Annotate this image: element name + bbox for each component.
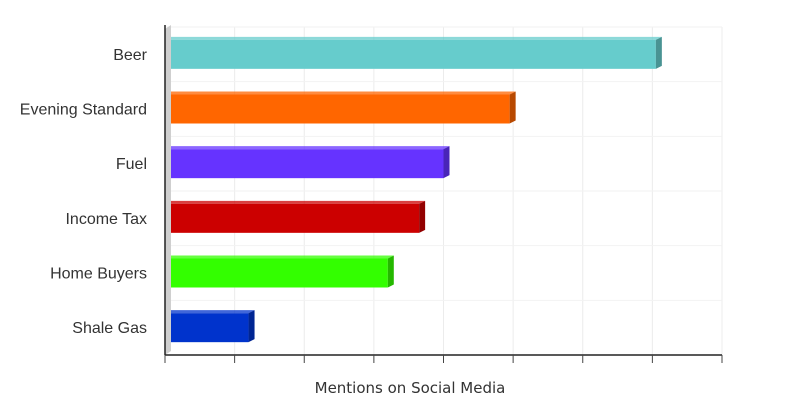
bar <box>165 255 394 288</box>
bar-top <box>165 255 394 259</box>
category-label: Beer <box>113 47 147 64</box>
bar-front <box>165 149 444 179</box>
axes <box>164 25 723 363</box>
category-label: Fuel <box>116 156 147 173</box>
bar <box>165 200 426 233</box>
category-labels: Beer Evening Standard Fuel Income Tax Home B… <box>20 47 148 337</box>
bar <box>165 36 662 69</box>
bar <box>165 310 255 343</box>
bar-front <box>165 313 249 343</box>
axis-wall <box>165 25 171 355</box>
bar-side <box>248 310 255 343</box>
category-label: Income Tax <box>65 211 147 228</box>
bar-front <box>165 94 510 124</box>
bar-front <box>165 39 656 69</box>
bar-top <box>165 200 426 204</box>
bar-top <box>165 146 450 150</box>
bar <box>165 146 450 179</box>
bar-side <box>419 200 426 233</box>
category-label: Shale Gas <box>72 320 147 337</box>
category-label: Home Buyers <box>50 266 147 283</box>
bar-front <box>165 258 388 288</box>
bar-side <box>509 91 516 124</box>
bar-top <box>165 91 516 95</box>
bars <box>165 36 662 343</box>
bar-side <box>443 146 450 179</box>
bar-side <box>387 255 394 288</box>
bar-top <box>165 36 662 40</box>
bar-front <box>165 203 420 233</box>
category-label: Evening Standard <box>20 102 147 119</box>
grid-lines <box>164 26 723 356</box>
x-axis-title: Mentions on Social Media <box>315 379 506 397</box>
bar-side <box>655 36 662 69</box>
bar <box>165 91 516 124</box>
bar-top <box>165 310 255 314</box>
